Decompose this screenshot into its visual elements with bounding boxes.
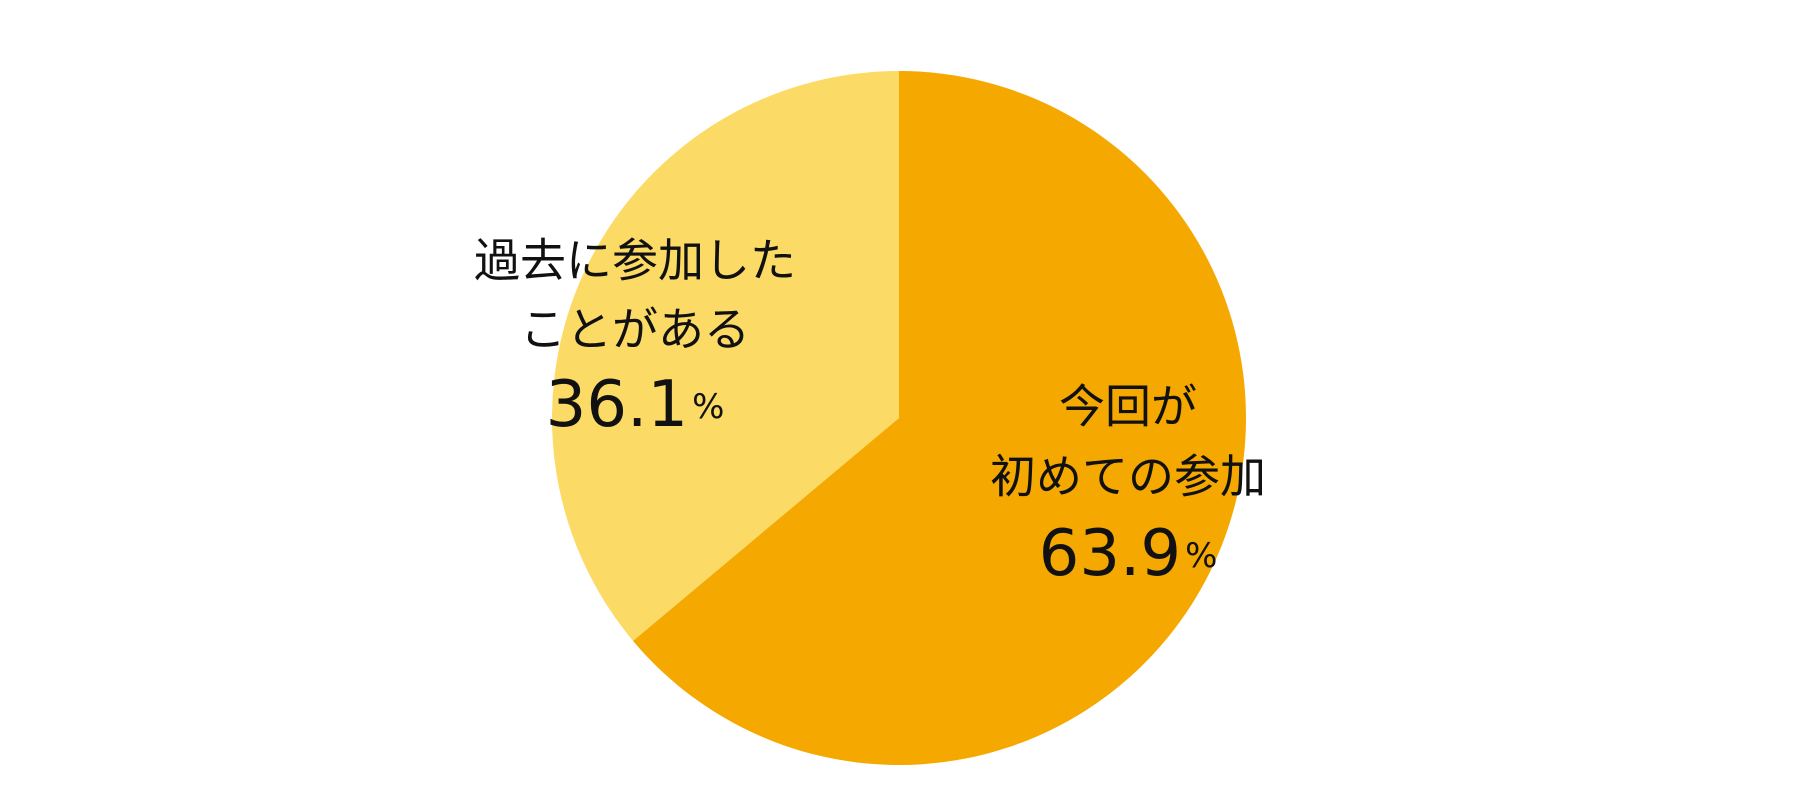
- slice-label: 過去に参加した: [474, 234, 796, 288]
- pie-slice: [633, 71, 1246, 765]
- value-label: 63.9%: [1039, 517, 1218, 591]
- pie-slice: [551, 71, 899, 641]
- value-label: 36.1%: [546, 368, 725, 442]
- slice-label: 今回が: [1059, 380, 1197, 434]
- slice-label: ことがある: [520, 303, 750, 357]
- slice-label: 初めての参加: [990, 450, 1266, 504]
